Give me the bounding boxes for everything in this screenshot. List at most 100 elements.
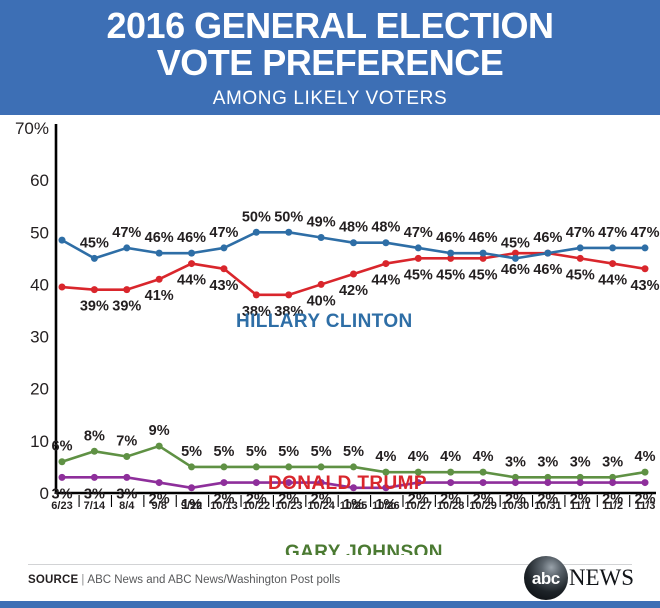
footer-divider — [28, 564, 632, 565]
data-point — [544, 249, 552, 257]
point-value-label: 2% — [473, 492, 494, 508]
page-title-line1: 2016 GENERAL ELECTION — [106, 5, 554, 46]
point-value-label: 43% — [630, 278, 659, 294]
data-point — [350, 484, 357, 492]
series-annotation: GARY JOHNSON — [285, 542, 443, 555]
x-tick-label: 10/22 — [243, 500, 271, 512]
point-value-label: 2% — [311, 492, 332, 508]
point-value-label: 5% — [343, 444, 364, 460]
data-point — [447, 468, 455, 476]
data-point — [285, 291, 293, 299]
data-point — [576, 244, 584, 252]
x-tick-label: 10/23 — [275, 500, 303, 512]
data-point — [90, 286, 98, 294]
series-jill-stein — [58, 473, 649, 492]
data-point — [609, 244, 617, 252]
x-tick-label: 7/14 — [84, 500, 106, 512]
data-point — [317, 463, 325, 471]
page-subtitle: AMONG LIKELY VOTERS — [212, 88, 448, 109]
data-point — [414, 244, 422, 252]
source-label: SOURCE — [28, 574, 79, 586]
point-value-label: 2% — [537, 492, 558, 508]
x-tick-label: 10/29 — [469, 500, 497, 512]
point-value-label: 47% — [209, 225, 238, 241]
y-tick-label: 20 — [30, 380, 49, 399]
abc-wordmark: abc — [531, 569, 560, 588]
data-point — [252, 228, 260, 236]
data-point — [479, 468, 487, 476]
point-value-label: 39% — [80, 299, 109, 315]
data-point — [641, 244, 649, 252]
point-value-label: 4% — [635, 449, 656, 465]
data-point — [285, 479, 293, 487]
data-point — [511, 479, 519, 487]
point-value-label: 5% — [181, 444, 202, 460]
point-value-label: 2% — [149, 492, 170, 508]
point-value-label: 2% — [213, 492, 234, 508]
data-point — [382, 239, 390, 247]
point-value-label: 50% — [242, 209, 271, 225]
data-point — [641, 479, 649, 487]
data-point — [123, 244, 131, 252]
point-value-label: 44% — [371, 273, 400, 289]
x-tick-label: 10/13 — [210, 500, 238, 512]
point-value-label: 46% — [436, 230, 465, 246]
data-point — [252, 291, 260, 299]
data-point — [447, 249, 455, 257]
page-title: 2016 GENERAL ELECTION VOTE PREFERENCE — [107, 7, 554, 81]
data-point — [58, 283, 66, 291]
data-point — [90, 254, 98, 262]
data-point — [285, 463, 293, 471]
point-value-label: 46% — [145, 230, 174, 246]
x-tick-label: 8/4 — [119, 500, 135, 512]
y-tick-label: 40 — [30, 275, 49, 294]
y-axis: 0 10 20 30 40 50 60 70% — [15, 119, 58, 503]
point-value-label: 43% — [209, 278, 238, 294]
source-text: ABC News and ABC News/Washington Post po… — [87, 574, 341, 586]
data-point — [350, 239, 357, 247]
data-point — [350, 270, 357, 278]
point-value-label: 47% — [598, 225, 627, 241]
data-point — [511, 473, 519, 481]
series-annotation: HILLARY CLINTON — [236, 311, 413, 332]
data-point — [382, 484, 390, 492]
line-chart: 0 10 20 30 40 50 60 70% 6/23 7/14 8/4 9/8 9/22 10/13 1… — [15, 119, 660, 555]
x-tick-label: 10/26 — [372, 500, 400, 512]
data-point — [414, 468, 422, 476]
data-point — [188, 484, 196, 492]
x-tick-label: 10/24 — [307, 500, 335, 512]
point-value-label: 40% — [307, 293, 336, 309]
data-point — [576, 479, 584, 487]
data-point — [155, 249, 163, 257]
data-point — [447, 254, 455, 262]
y-tick-label: 60 — [30, 171, 49, 190]
point-value-label: 46% — [533, 262, 562, 278]
data-point — [220, 463, 228, 471]
point-value-label: 47% — [566, 225, 595, 241]
chart-header: 2016 GENERAL ELECTION VOTE PREFERENCE AM… — [0, 0, 660, 115]
series-hillary-clinton — [58, 228, 649, 262]
abc-news-logo: abc NEWS — [523, 556, 634, 600]
point-value-label: 4% — [473, 449, 494, 465]
point-value-label: 2% — [440, 492, 461, 508]
data-point — [479, 479, 487, 487]
abc-disc-icon: abc — [523, 556, 568, 600]
point-value-label: 9% — [149, 423, 170, 439]
point-value-label: 45% — [566, 267, 595, 283]
x-tick-label: 10/30 — [502, 500, 530, 512]
data-point — [447, 479, 455, 487]
data-point — [58, 473, 66, 481]
y-tick-label: 30 — [30, 328, 49, 347]
data-point — [155, 275, 163, 283]
data-point — [58, 458, 66, 466]
point-value-label: 2% — [505, 492, 526, 508]
data-point — [155, 479, 163, 487]
point-value-label: 3% — [116, 486, 137, 502]
x-tick-label: 10/27 — [405, 500, 433, 512]
data-point — [479, 254, 487, 262]
data-point — [414, 254, 422, 262]
point-value-label: 48% — [339, 220, 368, 236]
point-value-label: 2% — [635, 492, 656, 508]
series-annotation: DONALD TRUMP — [268, 473, 427, 494]
